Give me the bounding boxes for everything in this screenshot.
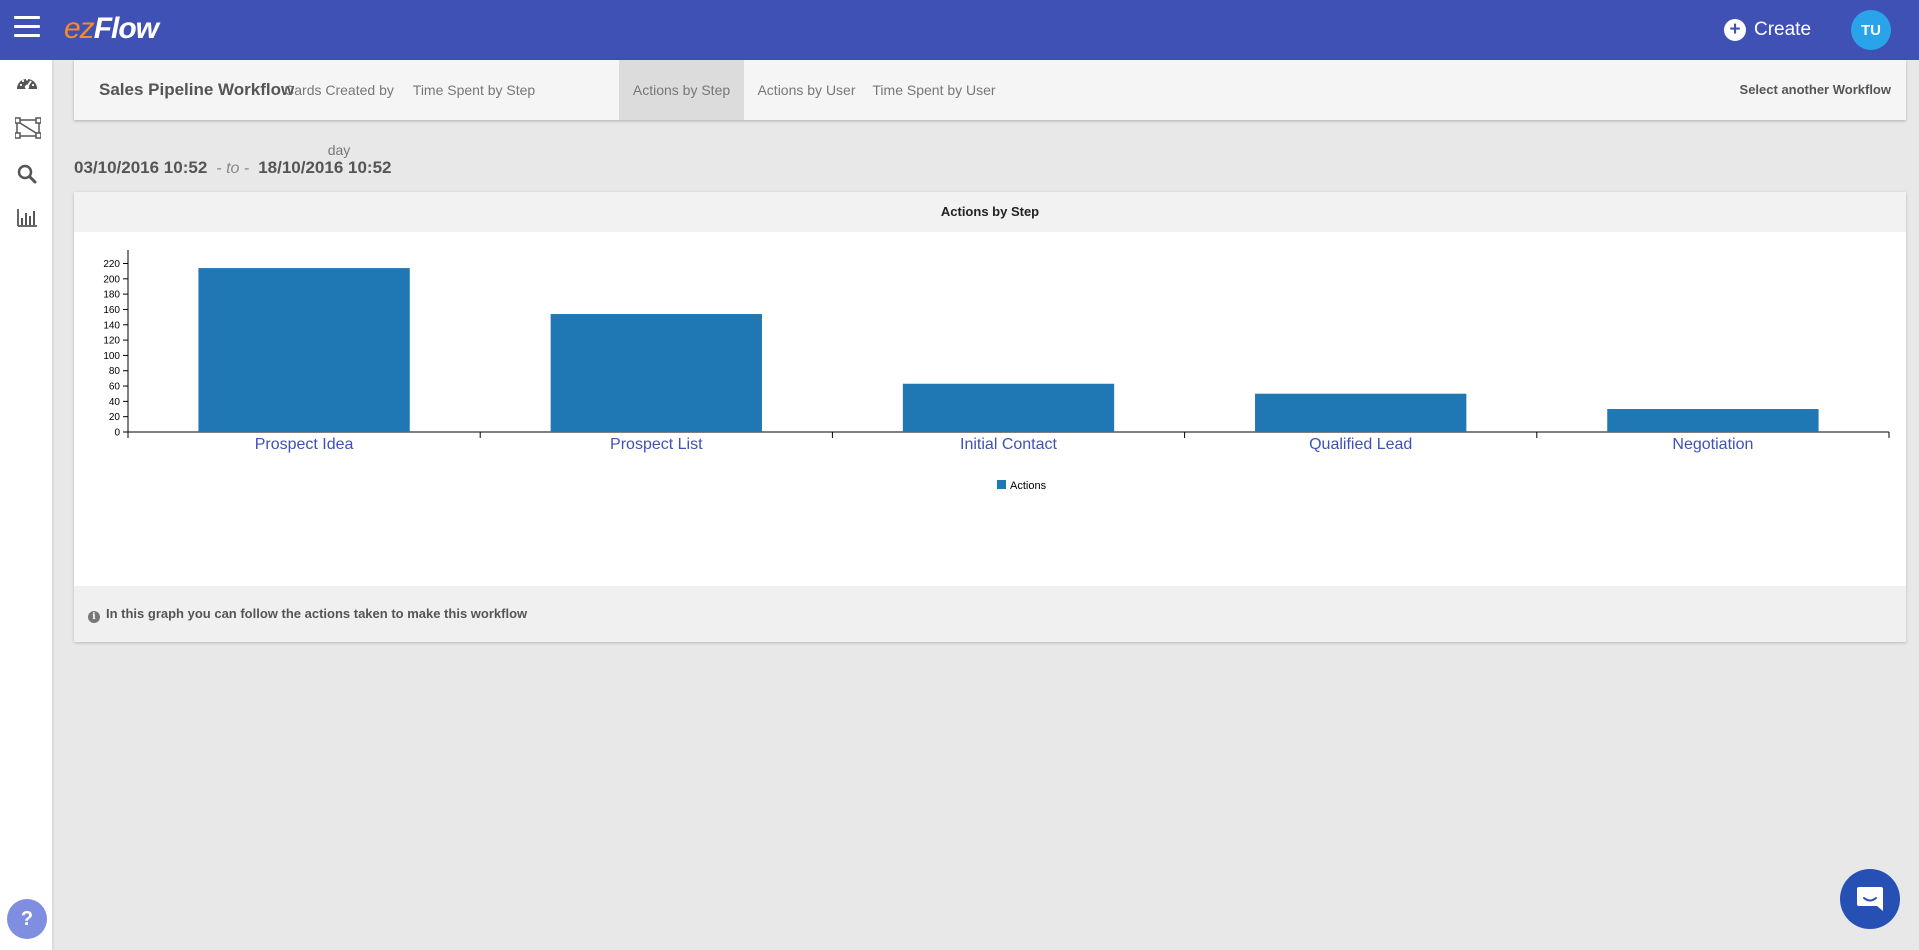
bar-negotiation: [1607, 409, 1819, 432]
chart-footer: i In this graph you can follow the action…: [74, 586, 1906, 642]
bar-initial-contact: [902, 383, 1115, 432]
report-tabs-bar: Sales Pipeline Workflow Cards Created by…: [74, 60, 1906, 158]
chart-title: Actions by Step: [74, 192, 1906, 232]
y-tick-label: 120: [103, 336, 120, 347]
workflow-icon[interactable]: [14, 116, 42, 140]
top-bar: ezFlow + Create TU: [0, 0, 1919, 60]
date-separator: - to -: [216, 160, 250, 177]
search-icon[interactable]: [15, 162, 39, 186]
chart-area: 0 20 40 60 80 100 120 140 160 180 200 220 Prospect I…: [74, 232, 1906, 578]
date-range: 03/10/2016 10:52 - to - 18/10/2016 10:52: [74, 158, 391, 182]
create-label: Create: [1754, 19, 1812, 40]
y-tick-label: 20: [109, 412, 121, 423]
sidebar: ?: [0, 60, 54, 950]
x-tick-label: Initial Contact: [960, 436, 1057, 453]
tab-time-spent-by-step[interactable]: Time Spent by Step: [412, 82, 536, 98]
chart-footer-text: In this graph you can follow the actions…: [106, 606, 528, 621]
plus-circle-icon: +: [1724, 19, 1746, 41]
app-logo[interactable]: ezFlow: [64, 12, 159, 45]
create-button[interactable]: + Create: [1724, 14, 1811, 46]
avatar[interactable]: TU: [1851, 10, 1891, 50]
bar-prospect-idea: [198, 268, 410, 432]
y-tick-label: 180: [103, 290, 120, 301]
y-tick-label: 0: [114, 428, 120, 439]
bar-chart: 0 20 40 60 80 100 120 140 160 180 200 220 Prospect I…: [103, 250, 1890, 492]
legend-swatch: [997, 480, 1006, 489]
menu-icon[interactable]: [14, 16, 40, 40]
y-tick-label: 100: [103, 351, 120, 362]
dashboard-icon[interactable]: [15, 72, 39, 96]
x-tick-label: Prospect Idea: [255, 436, 354, 453]
workflow-title: Sales Pipeline Workflow: [99, 80, 295, 99]
chat-button[interactable]: [1840, 869, 1900, 929]
legend-label: Actions: [1010, 480, 1047, 492]
help-button[interactable]: ?: [7, 899, 47, 939]
tab-cards-created-by-day[interactable]: Cards Created by day: [284, 82, 394, 158]
date-from: 03/10/2016 10:52: [74, 158, 208, 177]
y-tick-label: 60: [109, 382, 121, 393]
y-tick-label: 220: [103, 259, 120, 270]
bar-chart-icon[interactable]: [15, 206, 39, 230]
select-another-workflow-link[interactable]: Select another Workflow: [1739, 82, 1891, 97]
y-tick-label: 160: [103, 305, 120, 316]
y-tick-label: 200: [103, 274, 120, 285]
tab-actions-by-user[interactable]: Actions by User: [757, 82, 856, 98]
y-tick-label: 40: [109, 397, 121, 408]
bar-qualified-lead: [1255, 393, 1467, 432]
x-tick-label: Qualified Lead: [1309, 436, 1412, 453]
bar-prospect-list: [550, 314, 762, 432]
chart-panel: Actions by Step 0 20 40 60 80 100 120 140 160 180…: [74, 192, 1906, 642]
x-tick-label: Prospect List: [610, 436, 703, 453]
y-tick-label: 140: [103, 320, 120, 331]
x-tick-label: Negotiation: [1672, 436, 1753, 453]
tab-actions-by-step[interactable]: Actions by Step: [619, 60, 744, 120]
tab-time-spent-by-user[interactable]: Time Spent by User: [872, 82, 996, 98]
chat-icon: [1857, 887, 1883, 911]
y-tick-label: 80: [109, 366, 121, 377]
date-to: 18/10/2016 10:52: [258, 158, 392, 177]
info-icon: i: [88, 611, 100, 623]
